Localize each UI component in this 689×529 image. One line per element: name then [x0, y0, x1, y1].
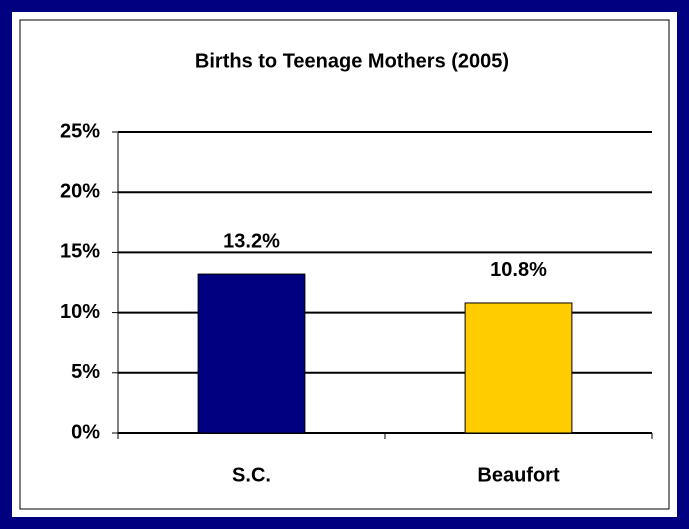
y-tick-label: 15%	[60, 241, 100, 263]
y-tick-label: 25%	[60, 120, 100, 142]
data-label: 10.8%	[490, 259, 547, 281]
bar	[197, 273, 306, 434]
y-tick-label: 0%	[71, 421, 100, 443]
bar	[464, 302, 573, 434]
x-tick-label: S.C.	[232, 464, 271, 486]
data-label: 13.2%	[223, 230, 280, 252]
chart-title: Births to Teenage Mothers (2005)	[195, 50, 509, 72]
y-tick-label: 5%	[71, 361, 100, 383]
y-tick-label: 10%	[60, 301, 100, 323]
chart-border	[19, 19, 670, 510]
y-tick-label: 20%	[60, 180, 100, 202]
x-tick-label: Beaufort	[477, 464, 560, 486]
